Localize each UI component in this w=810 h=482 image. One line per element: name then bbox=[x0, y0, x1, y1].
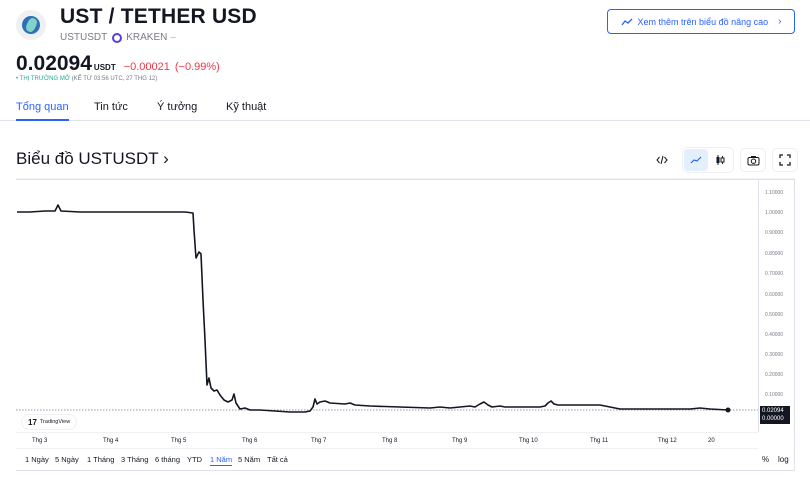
market-status-detail: (KỂ TỪ 03:56 UTC, 27 THG 12) bbox=[69, 76, 158, 82]
x-tick: Thg 9 bbox=[452, 438, 468, 444]
tab-ideas[interactable]: Ý tưởng bbox=[157, 101, 198, 113]
tradingview-watermark[interactable]: 17 TradingView bbox=[21, 414, 78, 430]
chart-type-group bbox=[682, 147, 734, 173]
y-tick: 0.20000 bbox=[765, 372, 784, 378]
x-tick: 20 bbox=[708, 438, 715, 444]
range-1m[interactable]: 1 Tháng bbox=[87, 455, 115, 464]
embed-icon bbox=[656, 155, 668, 165]
price-change: −0.00021 bbox=[123, 61, 170, 73]
x-tick: Thg 7 bbox=[311, 438, 327, 444]
range-1d[interactable]: 1 Ngày bbox=[25, 455, 49, 464]
exchange-caret: – bbox=[170, 32, 176, 43]
last-price: 0.02094 bbox=[16, 52, 92, 75]
y-tick: 0.10000 bbox=[765, 392, 784, 398]
y-tick: 0.40000 bbox=[765, 332, 784, 338]
line-chart-button[interactable] bbox=[684, 149, 708, 171]
line-chart-icon bbox=[690, 156, 702, 164]
trend-line-icon bbox=[621, 18, 632, 25]
x-tick: Thg 12 bbox=[658, 438, 677, 444]
symbol-title: UST / TETHER USD bbox=[60, 5, 257, 28]
log-scale-toggle[interactable]: log bbox=[778, 455, 789, 464]
range-5d[interactable]: 5 Ngày bbox=[55, 455, 79, 464]
y-tick: 0.30000 bbox=[765, 352, 784, 358]
market-open-label: THỊ TRƯỜNG MỞ bbox=[19, 76, 70, 82]
price-currency: USDT bbox=[93, 63, 116, 72]
tab-overview[interactable]: Tổng quan bbox=[16, 101, 69, 121]
x-tick: Thg 10 bbox=[519, 438, 538, 444]
chevron-right-icon: › bbox=[778, 16, 782, 27]
y-tick: 1.10000 bbox=[765, 190, 784, 196]
x-tick: Thg 5 bbox=[171, 438, 187, 444]
x-tick: Thg 8 bbox=[382, 438, 398, 444]
fullscreen-icon bbox=[779, 154, 791, 166]
x-tick: Thg 4 bbox=[103, 438, 119, 444]
symbol-header: UST / TETHER USD USTUSDT KRAKEN – bbox=[16, 6, 257, 43]
time-scale[interactable] bbox=[16, 432, 758, 449]
y-tick: 1.00000 bbox=[765, 210, 784, 216]
x-tick: Thg 11 bbox=[590, 438, 609, 444]
camera-icon bbox=[747, 155, 759, 165]
x-tick: Thg 3 bbox=[32, 438, 48, 444]
percent-scale-toggle[interactable]: % bbox=[762, 455, 770, 464]
market-status: • THỊ TRƯỜNG MỞ (KỂ TỪ 03:56 UTC, 27 THG… bbox=[16, 76, 158, 82]
tab-news[interactable]: Tin tức bbox=[94, 101, 128, 113]
last-price-tag: 0.02094 0.00000 bbox=[760, 406, 790, 424]
range-6m[interactable]: 6 tháng bbox=[155, 455, 181, 464]
y-tick: 0.60000 bbox=[765, 292, 784, 298]
advanced-chart-button[interactable]: Xem thêm trên biểu đồ nâng cao › bbox=[607, 9, 795, 34]
range-ytd[interactable]: YTD bbox=[187, 455, 202, 464]
last-price-dot bbox=[725, 407, 731, 413]
ust-logo-icon bbox=[16, 10, 46, 40]
chart-toolbar bbox=[650, 147, 798, 173]
range-5y[interactable]: 5 Năm bbox=[238, 455, 261, 464]
y-tick: 0.70000 bbox=[765, 271, 784, 277]
chart-bottom-divider bbox=[16, 470, 795, 471]
y-tick: 0.90000 bbox=[765, 230, 784, 236]
chart-title-link[interactable]: Biểu đồ USTUSDT › bbox=[16, 149, 169, 168]
fullscreen-button[interactable] bbox=[773, 149, 797, 171]
snapshot-box bbox=[740, 148, 766, 172]
tradingview-logo-icon: 17 bbox=[28, 417, 37, 427]
embed-button[interactable] bbox=[650, 149, 674, 171]
symbol-ticker[interactable]: USTUSDT bbox=[60, 32, 108, 43]
price-change-percent: (−0.99%) bbox=[174, 61, 220, 73]
fullscreen-box bbox=[772, 148, 798, 172]
candles-button[interactable] bbox=[708, 149, 732, 171]
tab-technicals[interactable]: Kỹ thuật bbox=[226, 101, 267, 113]
tab-bar: Tổng quan Tin tức Ý tưởng Kỹ thuật bbox=[0, 97, 810, 121]
price-row: 0.02094 USDT −0.00021 (−0.99%) bbox=[16, 52, 220, 76]
range-all[interactable]: Tất cả bbox=[267, 455, 288, 464]
advanced-chart-label: Xem thêm trên biểu đồ nâng cao bbox=[637, 16, 769, 27]
range-3m[interactable]: 3 Tháng bbox=[121, 455, 149, 464]
candles-icon bbox=[716, 155, 725, 165]
y-tick: 0.50000 bbox=[765, 312, 784, 318]
range-1y[interactable]: 1 Năm bbox=[210, 455, 233, 466]
price-series-line bbox=[17, 204, 729, 413]
price-scale-border bbox=[758, 179, 759, 432]
kraken-icon bbox=[112, 32, 123, 43]
x-tick: Thg 6 bbox=[242, 438, 258, 444]
snapshot-button[interactable] bbox=[741, 149, 765, 171]
y-tick: 0.80000 bbox=[765, 251, 784, 257]
exchange-name[interactable]: KRAKEN bbox=[126, 32, 168, 43]
range-selector: 1 Ngày 5 Ngày 1 Tháng 3 Tháng 6 tháng YT… bbox=[0, 452, 810, 470]
